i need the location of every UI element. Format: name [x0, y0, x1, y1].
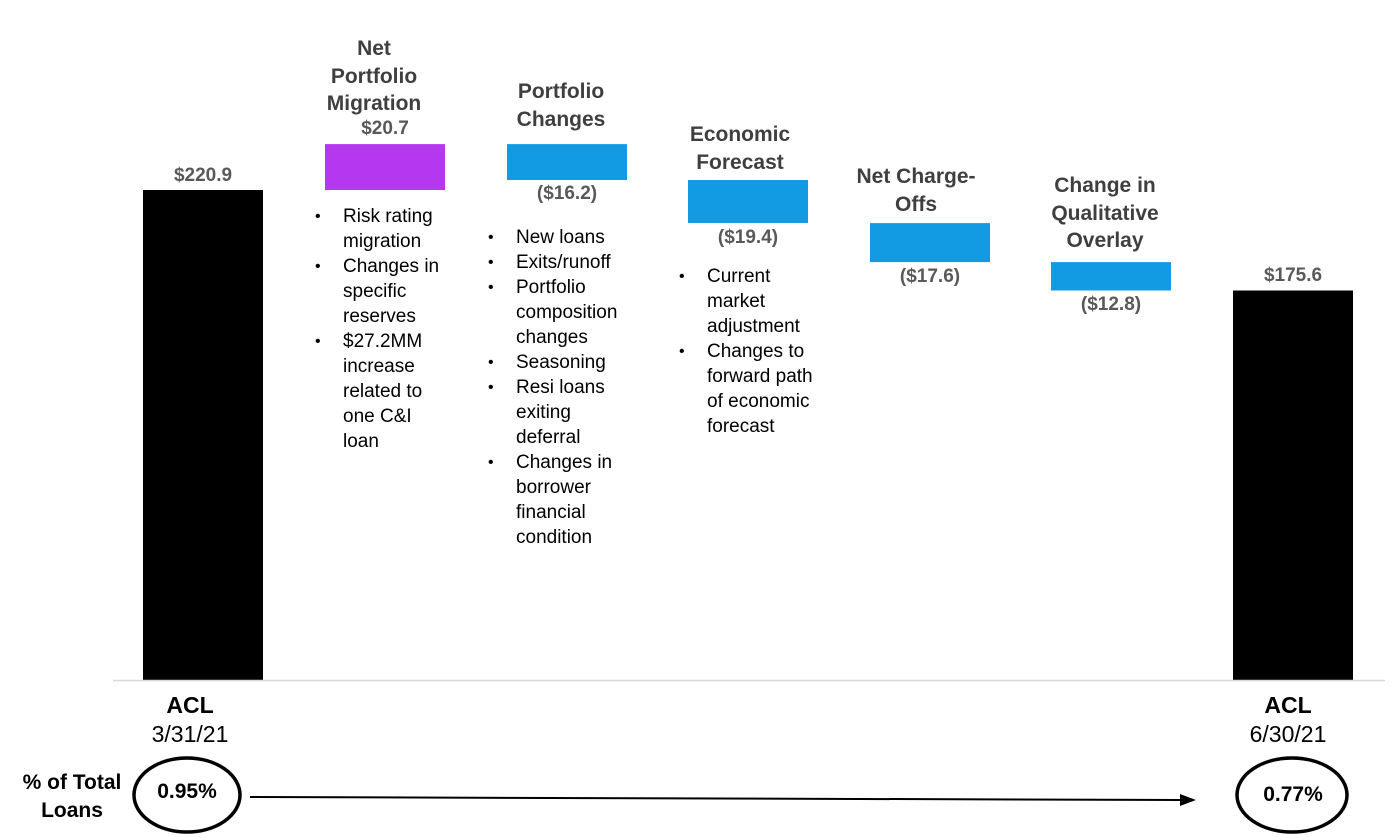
pct-arrow-line [249, 796, 1181, 801]
acl-start-title: ACL [166, 692, 214, 718]
pct-total-loans-label: % of Total Loans [22, 771, 122, 822]
heading-portfolio-changes: Portfolio Changes [516, 80, 606, 131]
list-item: Portfolio composition changes [488, 275, 636, 350]
value-label-portfolio: ($16.2) [536, 183, 598, 204]
bars-group [143, 144, 1353, 680]
list-item: Current market adjustment [679, 264, 821, 339]
list-item: Changes to forward path of economic fore… [679, 339, 821, 439]
bar-start-total [143, 190, 263, 680]
list-item: $27.2MM increase related to one C&I loan [315, 329, 443, 454]
bar-net-charge-offs [870, 223, 990, 263]
list-item: Risk rating migration [315, 204, 443, 254]
heading-net-charge-offs: Net Charge- Offs [856, 165, 976, 216]
list-item: Changes in borrower financial condition [488, 450, 636, 550]
value-label-overlay: ($12.8) [1080, 294, 1142, 315]
value-label-migration: $20.7 [361, 118, 409, 139]
bar-net-portfolio-migration [325, 144, 445, 190]
heading-economic-forecast: Economic Forecast [689, 123, 791, 174]
economic-bullet-list: Current market adjustment Changes to for… [679, 264, 821, 439]
value-label-economic: ($19.4) [717, 227, 779, 248]
list-item: Changes in specific reserves [315, 254, 443, 329]
acl-end-date: 6/30/21 [1249, 721, 1327, 747]
heading-net-portfolio-migration: Net Portfolio Migration [326, 37, 422, 115]
bar-qualitative-overlay [1051, 262, 1171, 291]
bar-end-total [1233, 290, 1353, 680]
list-item: Exits/runoff [488, 250, 636, 275]
acl-start-date: 3/31/21 [151, 721, 229, 747]
value-label-end: $175.6 [1263, 265, 1323, 286]
start-pct-circle [132, 756, 242, 834]
portfolio-bullet-list: New loans Exits/runoff Portfolio composi… [488, 225, 636, 550]
migration-bullet-list: Risk rating migration Changes in specifi… [315, 204, 443, 454]
acl-end-title: ACL [1264, 692, 1312, 718]
heading-change-in-qualitative-overlay: Change in Qualitative Overlay [1051, 174, 1159, 252]
list-item: New loans [488, 225, 636, 250]
bar-economic-forecast [688, 180, 808, 223]
bar-portfolio-changes [507, 144, 627, 180]
value-label-charge-offs: ($17.6) [899, 266, 961, 287]
pct-end-value: 0.77% [1263, 783, 1323, 806]
list-item: Seasoning [488, 350, 636, 375]
value-label-start: $220.9 [173, 165, 233, 186]
pct-arrow-head [1180, 794, 1196, 806]
pct-start-value: 0.95% [157, 780, 217, 803]
end-pct-circle [1235, 756, 1349, 834]
list-item: Resi loans exiting deferral [488, 375, 636, 450]
